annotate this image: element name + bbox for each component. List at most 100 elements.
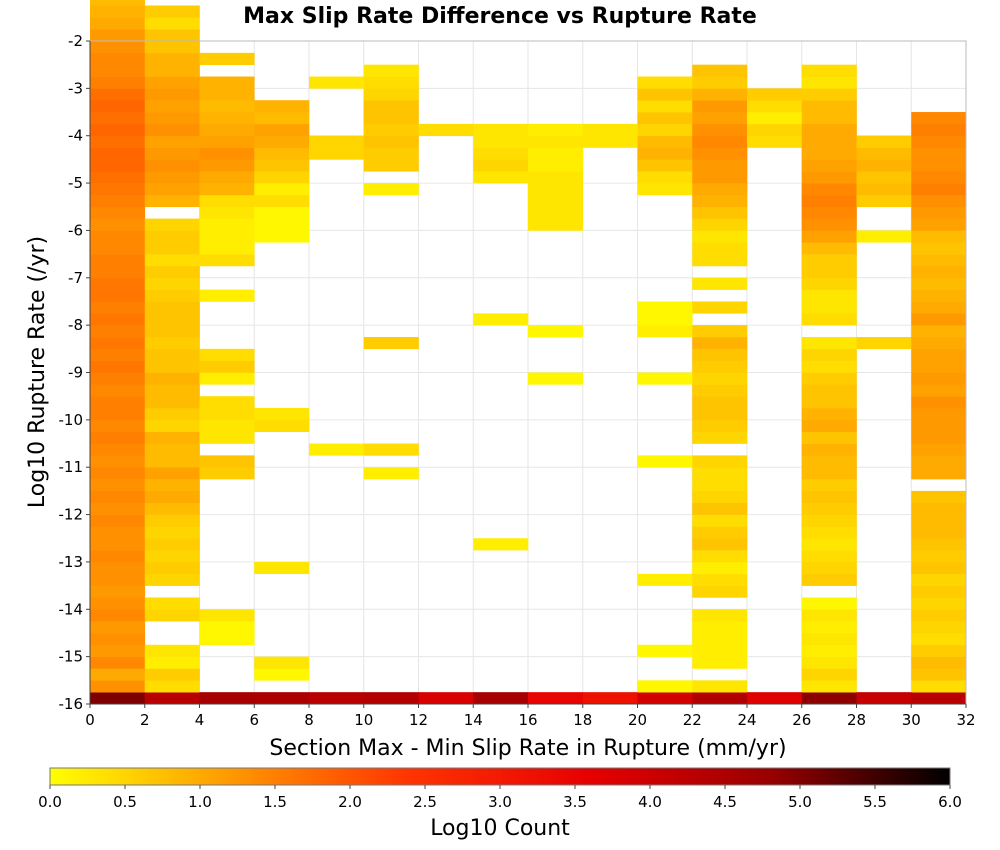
heatmap-cell [528,147,584,160]
heatmap-cell [199,455,255,468]
heatmap-cell [692,585,748,598]
heatmap-cell [199,147,255,160]
heatmap-cell [199,360,255,373]
heatmap-cell [473,159,529,172]
heatmap-cell [637,573,693,586]
y-tick-label: -12 [59,506,84,524]
heatmap-cell [309,443,365,456]
heatmap-cell [692,76,748,89]
heatmap-cell [144,467,200,480]
heatmap-cell [90,17,146,30]
y-tick-label: -2 [68,32,83,50]
heatmap-cell [692,514,748,527]
x-tick-label: 0 [85,711,95,729]
colorbar-tick-label: 4.5 [713,793,737,811]
heatmap-cell [309,135,365,148]
heatmap-cell [254,159,310,172]
heatmap-cell [911,218,967,231]
heatmap-cell [692,396,748,409]
heatmap-cell [692,419,748,432]
heatmap-cell [144,479,200,492]
heatmap-cell [90,479,146,492]
heatmap-cell [144,573,200,586]
heatmap-cell [801,171,857,184]
x-axis-label: Section Max - Min Slip Rate in Rupture (… [269,736,786,761]
heatmap-cell [692,159,748,172]
heatmap-cell [801,514,857,527]
heatmap-cell [90,289,146,302]
heatmap-cell [90,526,146,539]
x-tick-label: 8 [304,711,314,729]
heatmap-cell [801,76,857,89]
heatmap-cell [637,680,693,693]
heatmap-cell [692,325,748,338]
heatmap-cell [637,159,693,172]
y-tick-label: -6 [68,221,83,239]
heatmap-cell [528,692,584,705]
heatmap-cell [692,632,748,646]
heatmap-cell [801,289,857,302]
heatmap-cell [801,538,857,551]
heatmap-cell [801,348,857,361]
heatmap-cell [363,88,419,101]
heatmap-cell [637,100,693,113]
y-tick-label: -10 [59,411,84,429]
heatmap-cell [692,455,748,468]
heatmap-cell [199,52,255,65]
heatmap-cell [254,561,310,575]
heatmap-cell [418,123,474,137]
heatmap-cell [144,230,200,243]
heatmap-cell [637,147,693,160]
heatmap-cell [637,112,693,125]
heatmap-cell [90,206,146,219]
x-tick-label: 4 [195,711,205,729]
heatmap-cell [911,514,967,527]
heatmap-cell [254,123,310,137]
heatmap-cell [856,336,912,350]
heatmap-cell [911,242,967,255]
heatmap-cell [692,230,748,243]
heatmap-cell [144,64,200,77]
heatmap-cell [144,384,200,397]
heatmap-cell [801,561,857,575]
heatmap-cell [911,526,967,539]
heatmap-cell [199,183,255,196]
heatmap-cell [144,490,200,504]
y-tick-label: -11 [59,458,84,476]
heatmap-cell [747,88,803,101]
heatmap-cell [144,218,200,231]
heatmap-cell [911,336,967,350]
heatmap-cell [199,206,255,219]
heatmap-cell [90,396,146,409]
heatmap-cell [144,194,200,208]
heatmap-cell [801,621,857,634]
heatmap-cell [90,609,146,622]
heatmap-cell [199,171,255,184]
heatmap-cell [911,313,967,326]
heatmap-cell [90,171,146,184]
heatmap-cell [90,64,146,77]
heatmap-cell [692,348,748,361]
heatmap-cell [199,218,255,231]
heatmap-cell [692,360,748,373]
heatmap-cell [747,692,803,705]
heatmap-cell [144,29,200,42]
heatmap-cell [911,360,967,373]
heatmap-cell [911,206,967,219]
chart-title: Max Slip Rate Difference vs Rupture Rate [243,4,757,29]
heatmap-cell [528,183,584,196]
heatmap-cell [911,573,967,586]
y-tick-label: -14 [59,600,84,618]
x-axis: 0 2 4 6 8 10 12 14 16 18 20 22 24 26 28 30 32 [85,703,976,729]
heatmap-cell [254,112,310,125]
heatmap-cell [144,52,200,65]
x-tick-label: 28 [847,711,866,729]
heatmap-cell [692,431,748,444]
heatmap-cell [911,135,967,148]
heatmap-cell [199,396,255,409]
heatmap-cell [801,550,857,563]
colorbar [49,767,951,786]
heatmap-cell [199,632,255,646]
heatmap-cell [363,135,419,148]
heatmap-cell [144,597,200,610]
